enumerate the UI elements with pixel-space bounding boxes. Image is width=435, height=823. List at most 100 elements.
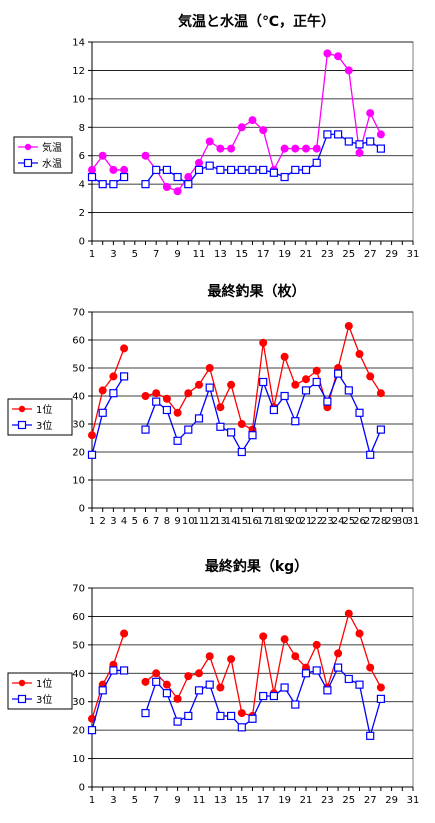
data-point	[152, 677, 161, 686]
legend-label: 1位	[36, 677, 52, 690]
y-tick-label: 12	[72, 66, 85, 77]
chart-catch-count: 最終釣果（枚） 0 10 20 30 40 50 60 70 1 2 3 4 5 6 7 8 9 10 11 12 13 1…	[0, 275, 435, 540]
x-tick-label: 29	[385, 249, 398, 260]
data-point	[291, 652, 300, 661]
data-point	[355, 140, 364, 149]
x-tick-label: 1	[89, 795, 95, 806]
data-point	[334, 663, 343, 672]
data-point	[291, 165, 300, 175]
x-tick-label: 3	[110, 795, 116, 806]
data-point	[109, 165, 118, 174]
x-tick-label: 28	[375, 516, 388, 527]
data-point	[280, 635, 289, 644]
data-point	[355, 408, 364, 417]
data-point	[162, 182, 171, 191]
data-point	[280, 391, 289, 401]
data-point	[291, 700, 300, 709]
data-point	[248, 165, 257, 175]
y-tick-label: 10	[72, 754, 85, 765]
x-tick-label: 17	[257, 795, 270, 806]
data-point	[87, 726, 97, 735]
data-point	[173, 172, 182, 182]
chart-title: 最終釣果（kg）	[205, 558, 308, 575]
data-point	[291, 417, 300, 426]
data-point	[334, 369, 343, 378]
x-tick-label: 15	[235, 249, 248, 260]
x-tick-label: 23	[321, 795, 334, 806]
data-point	[248, 714, 257, 723]
data-point	[141, 180, 150, 189]
y-tick-label: 60	[72, 612, 85, 623]
data-point	[216, 683, 225, 692]
data-point	[109, 180, 118, 189]
data-point	[366, 663, 375, 672]
data-point	[120, 344, 129, 353]
data-point	[216, 711, 225, 721]
data-point	[248, 431, 257, 440]
data-point	[376, 144, 385, 153]
data-point	[237, 123, 246, 132]
plot-area	[91, 41, 414, 242]
data-point	[205, 383, 214, 392]
x-tick-label: 15	[235, 795, 248, 806]
x-tick-label: 30	[396, 516, 409, 527]
y-tick-label: 8	[79, 123, 85, 134]
x-tick-label: 10	[182, 516, 195, 527]
data-point	[291, 144, 300, 153]
x-tick-label: 7	[153, 249, 159, 260]
x-tick-label: 27	[364, 516, 377, 527]
data-point	[205, 652, 214, 661]
y-tick-label: 70	[72, 308, 85, 319]
data-point	[194, 686, 204, 695]
x-tick-label: 27	[364, 795, 377, 806]
y-tick-label: 70	[72, 584, 85, 595]
x-tick-label: 27	[364, 249, 377, 260]
x-tick-label: 12	[203, 516, 216, 527]
legend-swatch-marker	[24, 143, 32, 151]
data-point	[173, 408, 182, 417]
data-point	[376, 683, 385, 692]
data-point	[184, 425, 193, 434]
data-point	[259, 338, 268, 347]
data-point	[184, 711, 193, 721]
x-tick-label: 8	[164, 516, 170, 527]
data-point	[376, 389, 385, 398]
x-tick-label: 26	[353, 516, 366, 527]
data-point	[119, 666, 129, 675]
data-point	[87, 450, 97, 459]
x-tick-label: 1	[89, 516, 95, 527]
data-point	[173, 694, 182, 703]
data-point	[173, 187, 182, 196]
y-tick-label: 50	[72, 364, 85, 375]
y-tick-label: 0	[79, 504, 85, 515]
y-tick-label: 0	[79, 783, 85, 794]
data-point	[344, 609, 353, 618]
data-point	[334, 130, 343, 139]
y-tick-label: 10	[72, 476, 85, 487]
data-point	[259, 165, 268, 175]
x-tick-label: 17	[257, 516, 270, 527]
data-point	[205, 680, 214, 689]
data-point	[291, 380, 300, 389]
data-point	[269, 168, 278, 177]
data-point	[312, 366, 321, 375]
series-3位	[87, 663, 385, 740]
legend-swatch-marker	[17, 694, 27, 704]
data-point	[141, 677, 150, 686]
x-tick-label: 23	[321, 249, 334, 260]
series-line	[91, 669, 125, 731]
data-point	[259, 126, 268, 135]
legend-swatch-marker	[23, 158, 33, 168]
data-point	[109, 389, 118, 398]
data-point	[323, 686, 332, 695]
data-point	[162, 165, 171, 175]
x-tick-label: 25	[342, 795, 355, 806]
series-line	[91, 348, 125, 436]
plot-area	[91, 587, 414, 788]
x-tick-label: 3	[110, 516, 116, 527]
data-point	[152, 397, 161, 406]
data-point	[237, 420, 246, 428]
data-point	[152, 389, 161, 398]
x-tick-label: 16	[246, 516, 259, 527]
